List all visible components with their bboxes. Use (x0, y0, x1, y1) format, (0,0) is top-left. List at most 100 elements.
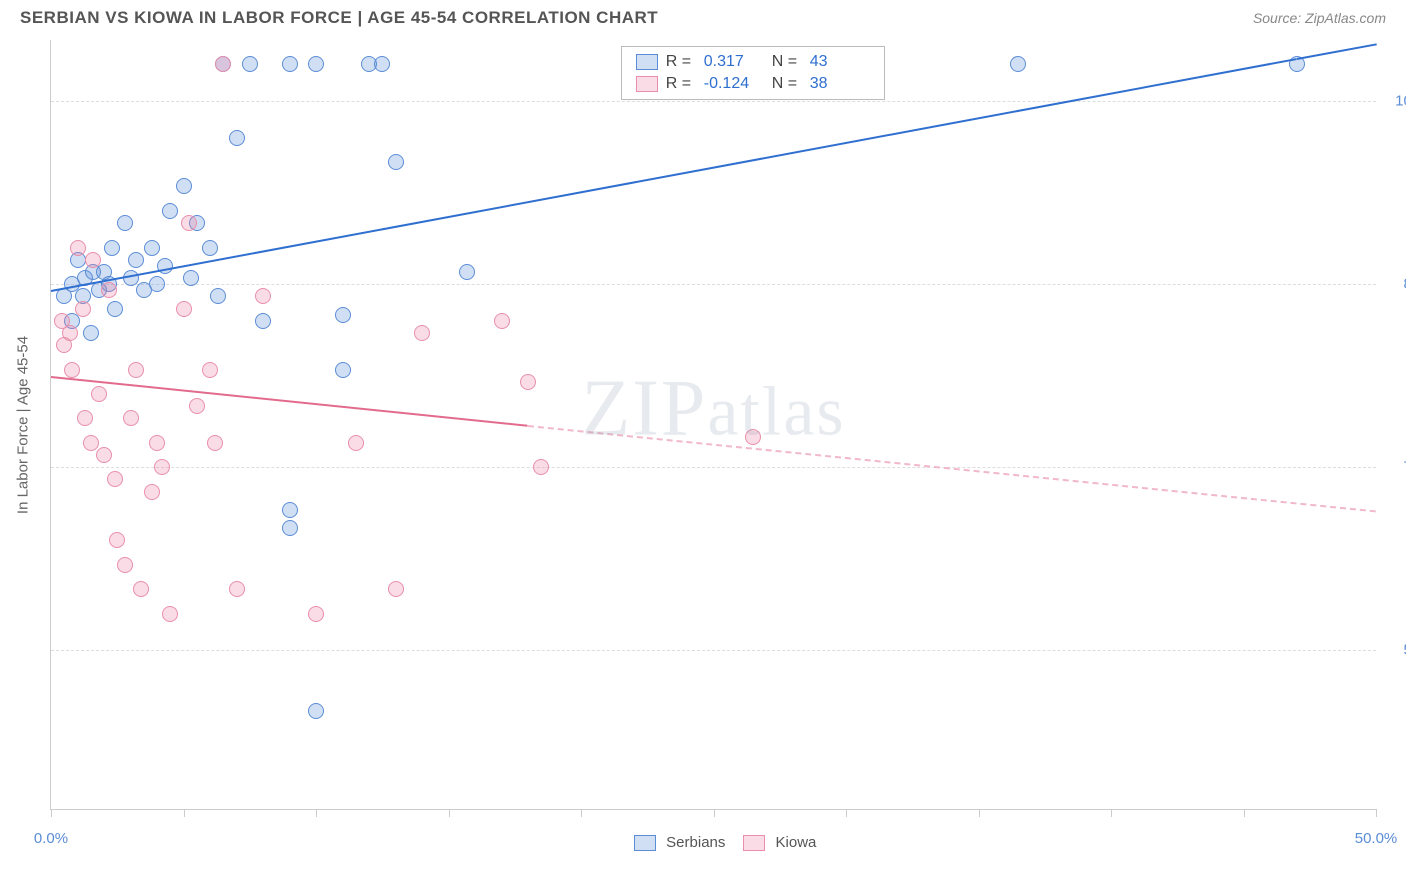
data-point (117, 215, 133, 231)
data-point (70, 240, 86, 256)
data-point (414, 325, 430, 341)
data-point (154, 459, 170, 475)
gridline (51, 650, 1376, 651)
gridline (51, 284, 1376, 285)
x-tick (184, 809, 185, 817)
legend-row-serbians: R = 0.317 N = 43 (636, 51, 870, 73)
data-point (91, 386, 107, 402)
data-point (388, 581, 404, 597)
x-tick (1111, 809, 1112, 817)
data-point (533, 459, 549, 475)
data-point (77, 410, 93, 426)
data-point (335, 307, 351, 323)
legend-r-label: R = (666, 75, 696, 93)
data-point (459, 264, 475, 280)
data-point (207, 435, 223, 451)
legend-item-serbians: Serbians (634, 834, 725, 851)
data-point (96, 447, 112, 463)
x-tick (581, 809, 582, 817)
x-tick (51, 809, 52, 817)
legend-label-serbians: Serbians (666, 834, 725, 851)
data-point (183, 270, 199, 286)
data-point (745, 429, 761, 445)
data-point (229, 581, 245, 597)
data-point (85, 252, 101, 268)
data-point (308, 703, 324, 719)
legend-series: Serbians Kiowa (634, 834, 816, 851)
data-point (144, 240, 160, 256)
data-point (388, 154, 404, 170)
data-point (229, 130, 245, 146)
data-point (83, 435, 99, 451)
y-axis-label: In Labor Force | Age 45-54 (15, 335, 32, 513)
data-point (282, 502, 298, 518)
x-tick (449, 809, 450, 817)
x-tick (714, 809, 715, 817)
legend-swatch-serbians (636, 54, 658, 70)
x-tick (979, 809, 980, 817)
trend-line (1296, 44, 1376, 61)
data-point (210, 288, 226, 304)
data-point (308, 56, 324, 72)
data-point (62, 325, 78, 341)
data-point (117, 557, 133, 573)
legend-n-label: N = (772, 75, 802, 93)
data-point (335, 362, 351, 378)
x-tick (1244, 809, 1245, 817)
legend-swatch-serbians (634, 835, 656, 851)
legend-label-kiowa: Kiowa (776, 834, 817, 851)
data-point (123, 410, 139, 426)
data-point (215, 56, 231, 72)
data-point (520, 374, 536, 390)
y-tick-label: 85.0% (1386, 276, 1406, 293)
data-point (64, 362, 80, 378)
data-point (189, 398, 205, 414)
x-tick (846, 809, 847, 817)
legend-n-label: N = (772, 53, 802, 71)
data-point (282, 520, 298, 536)
legend-r-label: R = (666, 53, 696, 71)
chart-header: SERBIAN VS KIOWA IN LABOR FORCE | AGE 45… (0, 0, 1406, 40)
data-point (202, 362, 218, 378)
data-point (109, 532, 125, 548)
data-point (202, 240, 218, 256)
data-point (242, 56, 258, 72)
data-point (255, 288, 271, 304)
gridline (51, 467, 1376, 468)
data-point (494, 313, 510, 329)
data-point (176, 301, 192, 317)
data-point (104, 240, 120, 256)
data-point (83, 325, 99, 341)
legend-item-kiowa: Kiowa (743, 834, 816, 851)
chart-title: SERBIAN VS KIOWA IN LABOR FORCE | AGE 45… (20, 8, 658, 28)
legend-n-value-serbians: 43 (810, 53, 870, 71)
chart-source: Source: ZipAtlas.com (1253, 10, 1386, 26)
data-point (308, 606, 324, 622)
legend-swatch-kiowa (743, 835, 765, 851)
legend-r-value-serbians: 0.317 (704, 53, 764, 71)
legend-n-value-kiowa: 38 (810, 75, 870, 93)
legend-correlation: R = 0.317 N = 43 R = -0.124 N = 38 (621, 46, 885, 100)
data-point (348, 435, 364, 451)
data-point (374, 56, 390, 72)
x-tick-label: 0.0% (34, 830, 68, 847)
gridline (51, 101, 1376, 102)
data-point (162, 203, 178, 219)
data-point (133, 581, 149, 597)
data-point (149, 435, 165, 451)
y-tick-label: 55.0% (1386, 642, 1406, 659)
data-point (107, 471, 123, 487)
plot-area: 55.0%70.0%85.0%100.0%0.0%50.0% (51, 40, 1376, 809)
data-point (149, 276, 165, 292)
data-point (255, 313, 271, 329)
data-point (144, 484, 160, 500)
x-tick (316, 809, 317, 817)
y-tick-label: 100.0% (1386, 93, 1406, 110)
data-point (181, 215, 197, 231)
legend-row-kiowa: R = -0.124 N = 38 (636, 73, 870, 95)
x-tick (1376, 809, 1377, 817)
data-point (107, 301, 123, 317)
x-tick-label: 50.0% (1355, 830, 1398, 847)
legend-r-value-kiowa: -0.124 (704, 75, 764, 93)
data-point (176, 178, 192, 194)
